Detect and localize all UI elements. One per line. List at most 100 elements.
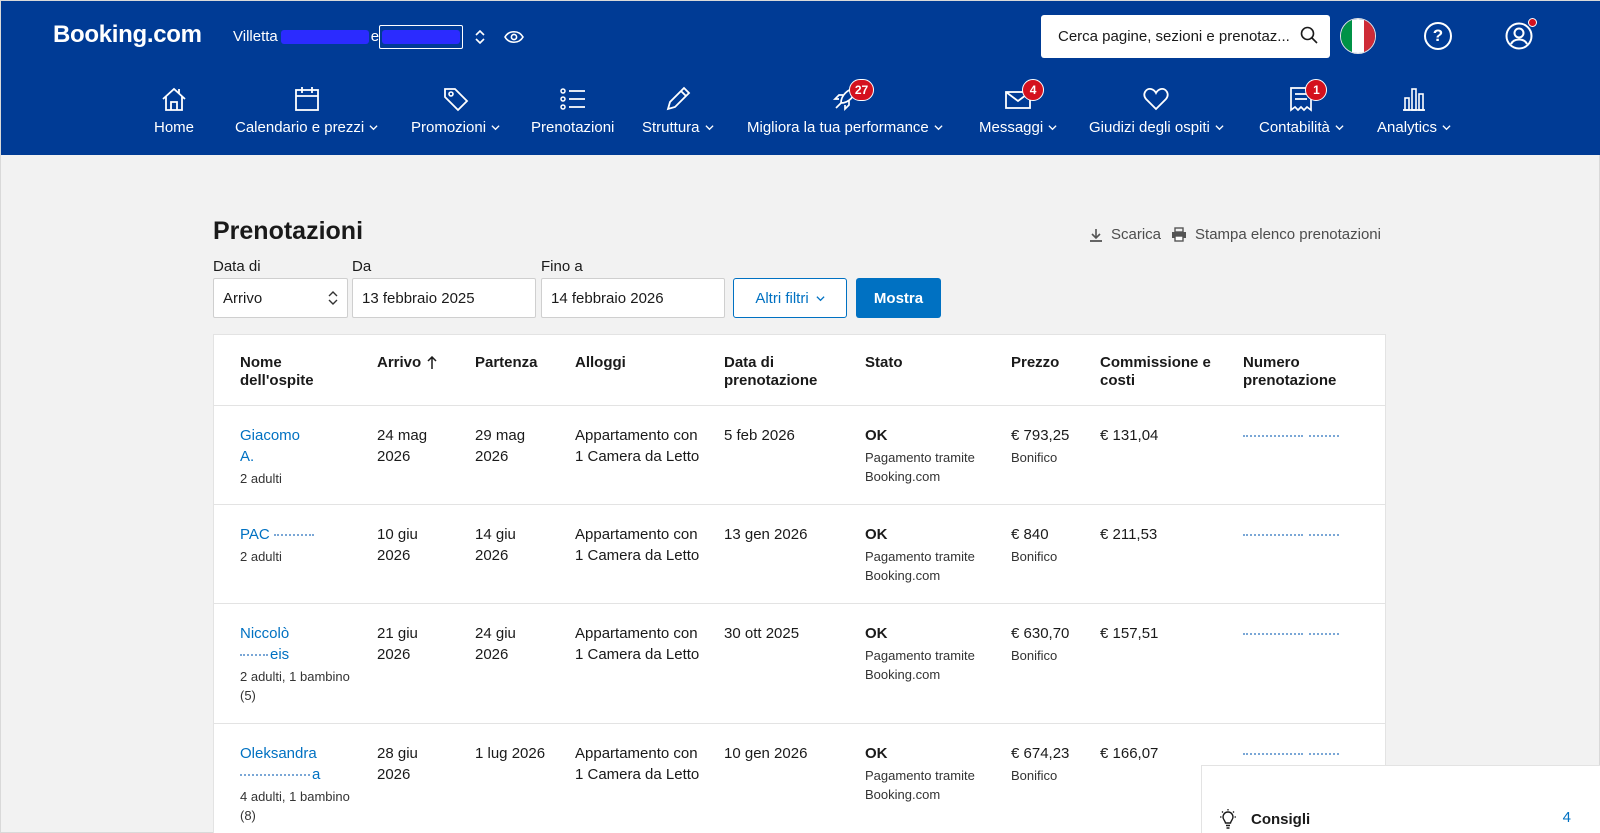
switch-property-icon[interactable]	[473, 29, 487, 45]
nav-finance[interactable]: 1 Contabilità	[1259, 79, 1344, 136]
col-booked-on[interactable]: Data di prenotazione	[724, 354, 818, 389]
tips-label: Consigli	[1251, 810, 1311, 828]
from-date-value: 13 febbraio 2025	[362, 289, 475, 307]
booking-logo[interactable]: Booking.com	[53, 21, 202, 48]
payment-method: Bonifico	[1011, 648, 1058, 663]
nav-promotions[interactable]: Promozioni	[411, 83, 500, 136]
to-date-label: Fino a	[541, 258, 583, 275]
nav-performance[interactable]: 27 Migliora la tua performance	[747, 79, 943, 136]
nav-analytics[interactable]: Analytics	[1377, 83, 1451, 136]
guest-name-link[interactable]: Giacomo	[240, 427, 301, 444]
guest-count: 4 adulti, 1 bambino (8)	[240, 789, 350, 823]
property-selector[interactable]: Villetta e	[233, 28, 379, 45]
guest-name-line2[interactable]: A.	[240, 448, 255, 465]
nav-home[interactable]: Home	[154, 83, 194, 136]
guest-count: 2 adulti	[240, 549, 282, 564]
reservation-number-redacted[interactable]	[1243, 524, 1339, 545]
page-title: Prenotazioni	[213, 217, 364, 245]
price-cell: € 674,23 Bonifico	[1011, 743, 1091, 785]
status-badge: OK	[865, 745, 888, 762]
reservation-number-redacted[interactable]	[1243, 425, 1339, 446]
search-placeholder: Cerca pagine, sezioni e prenotaz...	[1058, 28, 1290, 45]
col-guest-name[interactable]: Nome dell'ospite	[240, 354, 314, 389]
commission-value: € 211,53	[1100, 526, 1158, 543]
nav-calendar-label: Calendario e prezzi	[235, 119, 365, 136]
guest-name-link[interactable]: Oleksandra	[240, 745, 317, 762]
guest-surname-link[interactable]: eis	[270, 646, 290, 663]
chevron-down-icon	[1048, 125, 1057, 131]
col-departure[interactable]: Partenza	[475, 354, 538, 371]
download-button[interactable]: Scarica	[1089, 226, 1161, 243]
chevron-down-icon	[704, 125, 714, 131]
table-row[interactable]: Niccolò eis 2 adulti, 1 bambino (5) 21 g…	[214, 603, 1385, 723]
more-filters-button[interactable]: Altri filtri	[733, 278, 847, 318]
account-notification-dot	[1528, 18, 1537, 27]
nav-finance-label: Contabilità	[1259, 119, 1330, 136]
nav-reservations-label: Prenotazioni	[531, 119, 615, 136]
tips-panel[interactable]: Consigli 4	[1201, 765, 1600, 833]
guest-name-line: PAC	[240, 524, 350, 545]
table-row[interactable]: PAC 2 adulti 10 giu 2026 14 giu 2026 App…	[214, 504, 1385, 603]
italy-flag-icon[interactable]	[1340, 18, 1376, 54]
finance-badge: 1	[1305, 79, 1328, 101]
nav-reviews-label: Giudizi degli ospiti	[1089, 119, 1210, 136]
price-value: € 840	[1011, 526, 1049, 543]
print-button[interactable]: Stampa elenco prenotazioni	[1171, 226, 1381, 243]
payment-info: Pagamento tramite Booking.com	[865, 768, 975, 802]
commission-value: € 166,07	[1100, 745, 1159, 762]
room-type: Appartamento con 1 Camera da Letto	[575, 526, 700, 564]
guest-name-line2: eis	[240, 644, 350, 665]
nav-promotions-label: Promozioni	[411, 119, 487, 136]
show-button[interactable]: Mostra	[856, 278, 941, 318]
eye-icon[interactable]	[502, 27, 526, 47]
reservation-number-redacted[interactable]	[1243, 743, 1339, 764]
account-icon[interactable]	[1504, 21, 1534, 51]
nav-reservations[interactable]: Prenotazioni	[531, 83, 614, 136]
col-reservation-number[interactable]: Numero prenotazione	[1243, 354, 1337, 389]
nav-calendar[interactable]: Calendario e prezzi	[235, 83, 378, 136]
table-row[interactable]: Oleksandra a 4 adulti, 1 bambino (8) 28 …	[214, 723, 1385, 833]
col-rooms[interactable]: Alloggi	[575, 354, 626, 371]
search-icon[interactable]	[1300, 26, 1318, 48]
download-icon	[1090, 228, 1102, 242]
sort-ascending-icon	[427, 356, 437, 369]
download-label: Scarica	[1111, 226, 1162, 243]
payment-info: Pagamento tramite Booking.com	[865, 648, 975, 682]
guest-count: 2 adulti, 1 bambino (5)	[240, 669, 350, 703]
commission-value: € 157,51	[1100, 625, 1159, 642]
guest-name-link[interactable]: Niccolò	[240, 625, 290, 642]
chevron-down-icon	[1215, 125, 1224, 131]
date-type-label: Data di	[213, 258, 261, 275]
from-date-label: Da	[352, 258, 372, 275]
col-commission[interactable]: Commissione e costi	[1100, 354, 1211, 389]
col-arrival[interactable]: Arrivo	[377, 354, 437, 372]
price-cell: € 840 Bonifico	[1011, 524, 1091, 566]
property-name-redaction	[280, 29, 369, 44]
nav-property[interactable]: Struttura	[642, 83, 714, 136]
chevron-down-icon	[369, 125, 378, 131]
search-input[interactable]: Cerca pagine, sezioni e prenotaz...	[1041, 15, 1330, 58]
nav-messages[interactable]: 4 Messaggi	[979, 79, 1057, 136]
guest-name-link[interactable]: PAC	[240, 526, 270, 543]
help-icon[interactable]: ?	[1424, 22, 1452, 50]
guest-surname-link[interactable]: a	[312, 766, 321, 783]
to-date-input[interactable]: 14 febbraio 2026	[541, 278, 725, 318]
col-price[interactable]: Prezzo	[1011, 354, 1060, 371]
nav-reviews[interactable]: Giudizi degli ospiti	[1089, 83, 1224, 136]
date-type-select[interactable]: Arrivo	[213, 278, 348, 318]
to-date-value: 14 febbraio 2026	[551, 289, 664, 307]
payment-info: Pagamento tramite Booking.com	[865, 549, 975, 583]
departure-date: 29 mag 2026	[475, 427, 526, 465]
guest-count: 2 adulti	[240, 471, 282, 486]
status-cell: OK Pagamento tramite Booking.com	[865, 743, 995, 804]
reservation-number-redacted[interactable]	[1243, 623, 1339, 644]
price-value: € 793,25	[1011, 427, 1070, 444]
table-row[interactable]: Giacomo A. 2 adulti 24 mag 2026 29 mag 2…	[214, 405, 1385, 504]
nav-performance-label: Migliora la tua performance	[747, 119, 929, 136]
heart-icon	[1140, 83, 1172, 115]
property-id-box	[379, 25, 463, 49]
col-status[interactable]: Stato	[865, 354, 903, 371]
payment-info: Pagamento tramite Booking.com	[865, 450, 975, 484]
guest-cell: Niccolò eis 2 adulti, 1 bambino (5)	[240, 623, 350, 705]
from-date-input[interactable]: 13 febbraio 2025	[352, 278, 536, 318]
